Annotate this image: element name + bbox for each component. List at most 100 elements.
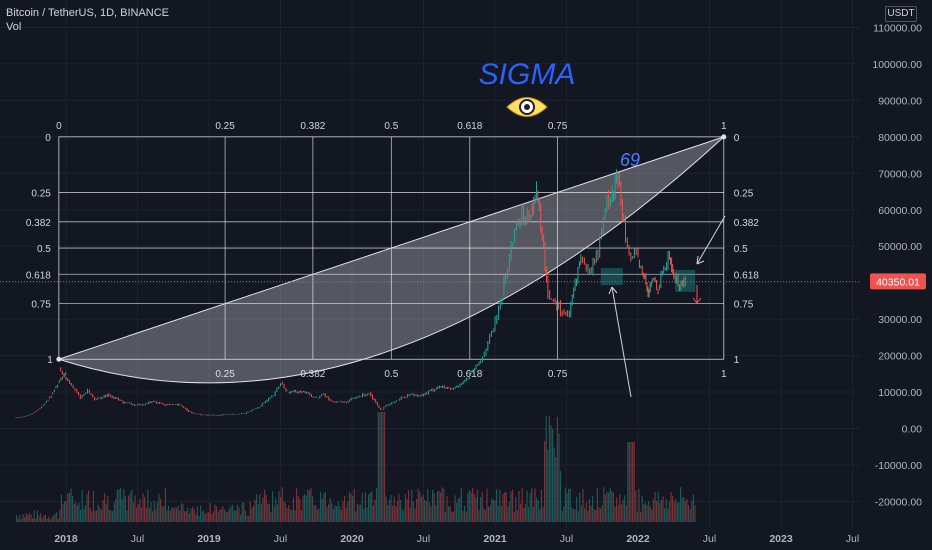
volume-bar	[617, 505, 619, 522]
price-badge	[870, 273, 926, 290]
volume-bar	[246, 515, 248, 522]
volume-bar	[328, 504, 330, 522]
volume-bar	[326, 506, 328, 522]
volume-bar	[158, 493, 160, 522]
volume-bar	[115, 498, 117, 522]
volume-bar	[232, 504, 234, 522]
fib-right-label: 0.25	[734, 188, 754, 199]
volume-bar	[499, 489, 501, 522]
volume-bar	[107, 496, 109, 522]
volume-bar	[544, 441, 546, 522]
volume-bar	[363, 508, 365, 522]
volume-bar	[400, 500, 402, 522]
volume-bar	[22, 514, 24, 522]
x-tick-label: 2019	[197, 533, 221, 545]
volume-bar	[616, 497, 618, 522]
volume-bar	[468, 489, 470, 522]
sigma-text: SIGMA	[479, 58, 576, 91]
volume-bar	[547, 449, 549, 522]
volume-bar	[227, 511, 229, 522]
x-tick-label: 2023	[769, 533, 793, 545]
volume-bar	[99, 507, 101, 522]
volume-bar	[200, 505, 202, 522]
volume-bar	[17, 518, 19, 522]
volume-bar	[168, 505, 170, 522]
volume-bar	[256, 494, 258, 522]
volume-bar	[264, 489, 266, 522]
volume-bar	[198, 515, 200, 522]
volume-bar	[481, 491, 483, 522]
volume-bar	[563, 506, 565, 522]
volume-bar	[340, 509, 342, 522]
volume-bar	[425, 501, 427, 522]
volume-bar	[486, 488, 488, 522]
volume-bar	[508, 501, 510, 522]
volume-bar	[545, 416, 547, 522]
volume-bar	[131, 489, 133, 522]
volume-bar	[640, 511, 642, 522]
volume-bar	[622, 499, 624, 522]
volume-bar	[104, 493, 106, 522]
volume-bar	[296, 488, 298, 522]
volume-bar	[612, 492, 614, 522]
volume-bar	[523, 508, 525, 522]
fib-diagonal-line	[58, 136, 724, 360]
volume-bar	[451, 511, 453, 522]
volume-bar	[574, 509, 576, 522]
volume-bar	[240, 514, 242, 522]
x-tick-label: Jul	[417, 533, 430, 545]
volume-bar	[48, 516, 50, 522]
x-tick-label: 2020	[340, 533, 364, 545]
volume-bar	[651, 509, 653, 522]
volume-bar	[280, 497, 282, 522]
volume-bar	[684, 500, 686, 522]
volume-bar	[211, 513, 213, 522]
volume-bar	[248, 515, 250, 522]
volume-bar	[160, 498, 162, 522]
fib-bottom-label: 0.25	[215, 369, 235, 380]
symbol-title[interactable]: Bitcoin / TetherUS, 1D, BINANCE	[6, 7, 170, 19]
volume-bar	[505, 492, 507, 522]
highlight-box	[675, 269, 696, 292]
volume-bar	[571, 507, 573, 522]
volume-bar	[691, 500, 693, 522]
fib-left-label: 0.618	[26, 270, 51, 281]
volume-bar	[492, 499, 494, 522]
volume-bar	[320, 491, 322, 522]
volume-bar	[36, 510, 38, 522]
volume-label[interactable]: Vol	[6, 21, 22, 33]
volume-bar	[310, 487, 312, 522]
volume-bar	[644, 502, 646, 522]
volume-bar	[529, 492, 531, 522]
volume-bar	[585, 502, 587, 522]
volume-bar	[595, 509, 597, 522]
volume-bar	[318, 508, 320, 522]
y-tick-label: 0.00	[902, 424, 923, 436]
volume-bar	[132, 502, 134, 522]
volume-bar	[518, 490, 520, 522]
volume-bar	[659, 502, 661, 522]
volume-bar	[436, 491, 438, 522]
volume-bar	[257, 504, 259, 522]
volume-bar	[156, 502, 158, 522]
volume-bar	[401, 509, 403, 522]
volume-bar	[67, 493, 69, 522]
volume-bar	[588, 499, 590, 522]
volume-bar	[236, 504, 238, 522]
volume-bar	[190, 508, 192, 522]
volume-bar	[449, 506, 451, 522]
down-arrowhead	[692, 297, 702, 304]
volume-bar	[510, 491, 512, 522]
volume-bar	[382, 412, 384, 522]
volume-bar	[224, 509, 226, 522]
volume-bar	[596, 487, 598, 522]
volume-bar	[172, 507, 174, 522]
volume-bar	[60, 494, 62, 522]
currency-badge[interactable]: USDT	[885, 6, 917, 22]
volume-bar	[459, 497, 461, 522]
volume-bar	[672, 495, 674, 522]
volume-bar	[392, 505, 394, 522]
volume-bar	[601, 505, 603, 522]
